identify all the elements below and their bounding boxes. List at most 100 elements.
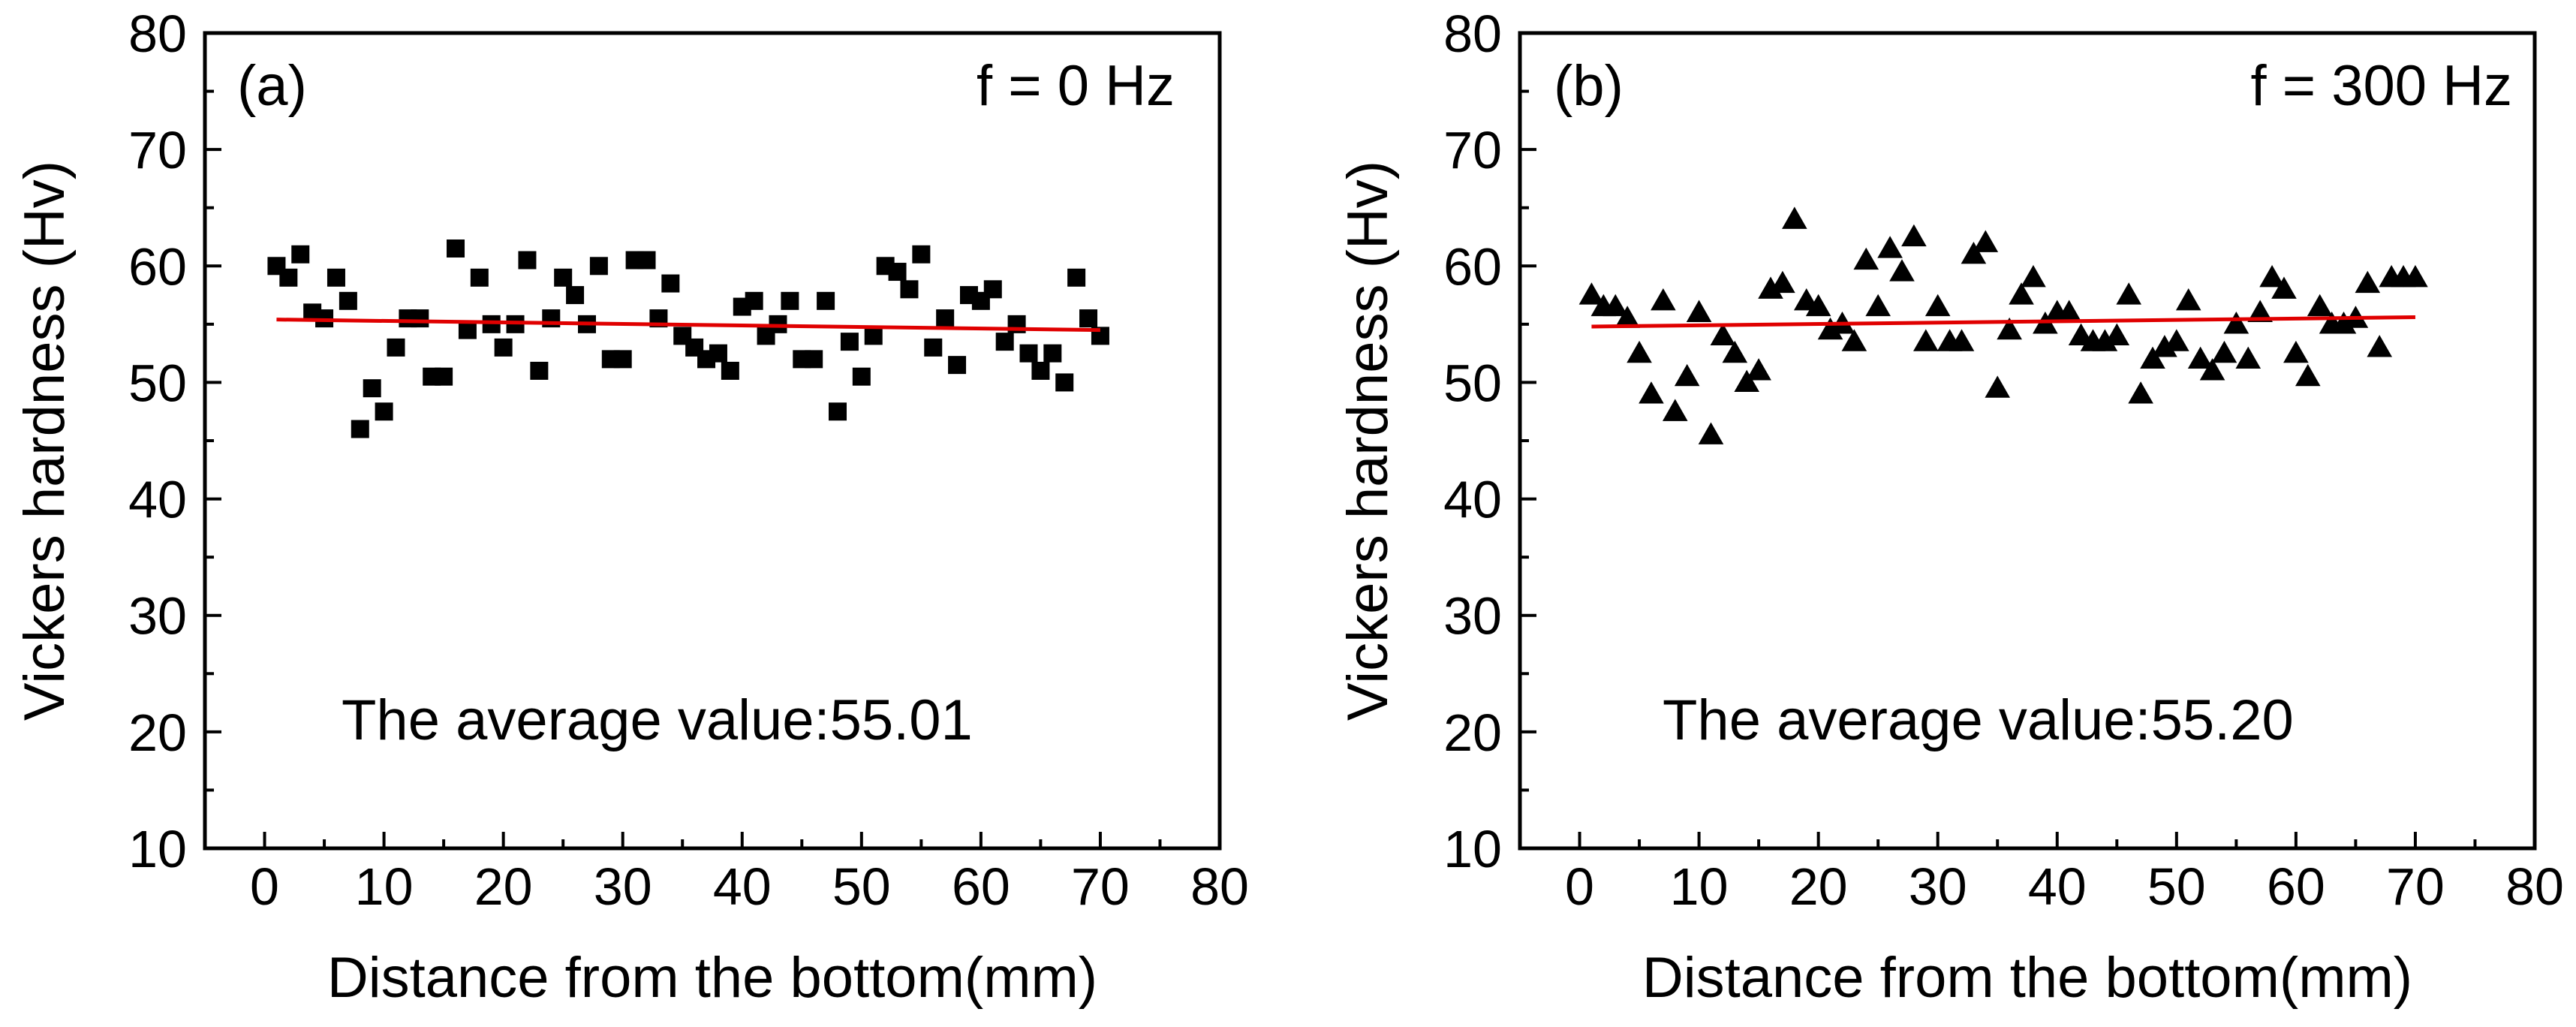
data-point	[2104, 323, 2130, 345]
data-point	[1662, 399, 1688, 421]
y-tick-label-a: 20	[128, 703, 187, 762]
data-point	[781, 291, 799, 310]
data-point	[721, 361, 739, 380]
fit-line-a	[276, 318, 1100, 333]
x-axis-title-b: Distance from the bottom(mm)	[1642, 946, 2412, 1010]
data-point	[661, 274, 680, 293]
data-point	[1651, 288, 1676, 311]
condition-label-a: f = 0 Hz	[977, 54, 1175, 118]
data-point	[1949, 329, 1975, 351]
y-tick-label-b: 40	[1443, 471, 1502, 529]
data-point	[2092, 329, 2118, 351]
data-point	[411, 309, 429, 328]
data-point	[494, 338, 513, 357]
data-point	[2223, 312, 2249, 334]
y-tick-label-a: 60	[128, 237, 187, 296]
x-tick-label-a: 60	[952, 857, 1010, 916]
data-point	[1674, 363, 1700, 387]
data-point	[1770, 270, 1795, 294]
data-point	[363, 379, 381, 398]
data-point	[1985, 375, 2011, 398]
x-tick-label-a: 70	[1071, 857, 1130, 916]
data-point	[2211, 340, 2237, 363]
panel-b: 0 10 20 30 40 50 60 70 80 10 20 30 40 50 60 70 80 (b) f …	[1336, 5, 2564, 1010]
data-point	[518, 251, 537, 270]
x-tick-label-b: 40	[2028, 857, 2087, 916]
data-point	[291, 245, 310, 264]
data-point	[2259, 265, 2285, 288]
x-tick-label-a: 10	[355, 857, 414, 916]
x-tick-label-a: 40	[713, 857, 772, 916]
data-point	[745, 291, 763, 310]
data-point	[2247, 300, 2273, 322]
y-tick-label-b: 70	[1443, 121, 1502, 179]
data-point	[1746, 358, 1771, 381]
data-point	[936, 309, 955, 328]
data-point	[351, 420, 369, 438]
data-point	[2199, 358, 2225, 381]
x-tick-label-b: 30	[1909, 857, 1967, 916]
data-point	[566, 286, 585, 305]
data-point	[1973, 230, 1999, 252]
y-tick-label-b: 80	[1443, 5, 1502, 63]
data-point	[1055, 373, 1074, 392]
data-point	[709, 344, 727, 363]
data-point	[864, 327, 883, 345]
points-b	[1578, 206, 2428, 444]
data-point	[2295, 363, 2321, 387]
x-tick-label-b: 10	[1670, 857, 1729, 916]
y-tick-label-b: 20	[1443, 703, 1502, 762]
x-tick-label-a: 80	[1190, 857, 1249, 916]
data-point	[387, 338, 405, 357]
y-tick-label-a: 70	[128, 121, 187, 179]
y-axis-title-a: Vickers hardness (Hv)	[13, 161, 77, 721]
data-point	[1019, 344, 1038, 363]
data-point	[2128, 381, 2153, 404]
data-point	[2403, 265, 2428, 288]
data-point	[2152, 335, 2177, 357]
data-point	[2116, 282, 2141, 305]
data-point	[1877, 236, 1903, 258]
data-point	[589, 257, 608, 276]
data-point	[1043, 344, 1062, 363]
data-point	[1722, 340, 1748, 363]
data-point	[1686, 300, 1712, 322]
y-tick-label-b: 10	[1443, 820, 1502, 878]
data-point	[840, 333, 859, 351]
data-point	[339, 291, 357, 310]
data-point	[2021, 265, 2046, 288]
y-tick-label-b: 30	[1443, 587, 1502, 646]
data-point	[995, 333, 1014, 351]
average-annotation-a: The average value:55.01	[342, 688, 973, 752]
data-point	[279, 268, 298, 287]
x-tick-label-b: 20	[1789, 857, 1848, 916]
data-point	[983, 280, 1002, 299]
data-point	[1805, 294, 1831, 317]
x-tick-label-b: 50	[2147, 857, 2206, 916]
data-point	[613, 350, 632, 369]
data-point	[829, 402, 847, 421]
data-point	[2009, 282, 2034, 305]
data-point	[2367, 335, 2393, 357]
data-point	[1698, 422, 1724, 444]
data-point	[1734, 369, 1760, 393]
panel-a: 0 10 20 30 40 50 60 70 80 10 20 30 40 50 60 70 80 (a) f …	[13, 5, 1249, 1010]
x-tick-label-b: 80	[2505, 857, 2564, 916]
y-tick-label-a: 10	[128, 820, 187, 878]
data-point	[2271, 276, 2297, 299]
data-point	[805, 350, 823, 369]
data-point	[900, 280, 919, 299]
y-tick-label-a: 30	[128, 587, 187, 646]
y-tick-label-a: 80	[128, 5, 187, 63]
data-point	[1639, 381, 1664, 404]
x-tick-label-a: 50	[832, 857, 891, 916]
data-point	[327, 268, 345, 287]
data-point	[1578, 282, 1605, 305]
ticks-a: 0 10 20 30 40 50 60 70 80 10 20 30 40 50 60 70 80	[128, 5, 1249, 916]
ticks-b: 0 10 20 30 40 50 60 70 80 10 20 30 40 50 60 70 80	[1443, 5, 2564, 916]
data-point	[2307, 294, 2333, 317]
condition-label-b: f = 300 Hz	[2250, 54, 2512, 118]
data-point	[1067, 268, 1086, 287]
fit-line-b	[1591, 315, 2415, 329]
